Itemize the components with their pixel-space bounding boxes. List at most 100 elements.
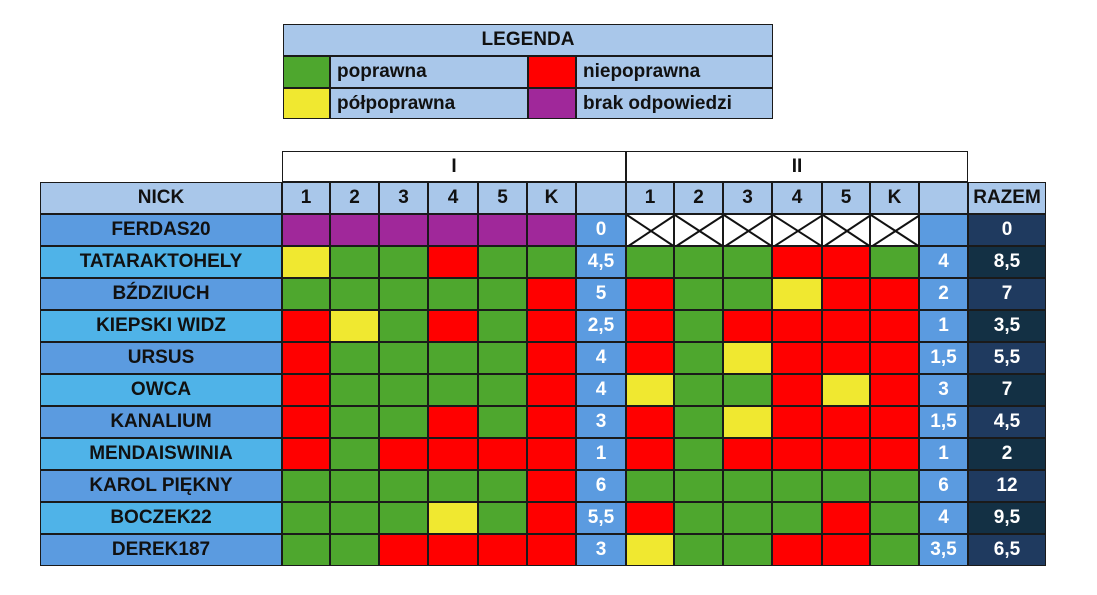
answer-cell-R (626, 310, 674, 342)
answer-cell-G (330, 374, 379, 406)
answer-cell-P (330, 214, 379, 246)
round-score (919, 214, 968, 246)
answer-cell-P (282, 214, 330, 246)
nick-header: NICK (40, 182, 282, 214)
round-score: 2,5 (576, 310, 626, 342)
answer-cell-G (723, 374, 772, 406)
total-score: 7 (968, 374, 1046, 406)
round-score: 3 (576, 534, 626, 566)
round-score: 4 (576, 374, 626, 406)
legend-title: LEGENDA (283, 24, 773, 56)
answer-cell-Y (723, 342, 772, 374)
player-nick: OWCA (40, 374, 282, 406)
answer-cell-G (674, 534, 723, 566)
player-nick: MENDAISWINIA (40, 438, 282, 470)
answer-cell-R (772, 310, 822, 342)
column-header: 3 (723, 182, 772, 214)
answer-cell-G (379, 278, 428, 310)
column-header: 5 (822, 182, 870, 214)
player-nick: BŹDZIUCH (40, 278, 282, 310)
answer-cell-R (527, 406, 576, 438)
answer-cell-R (282, 374, 330, 406)
answer-cell-R (870, 438, 919, 470)
round-score: 5 (576, 278, 626, 310)
answer-cell-G (723, 278, 772, 310)
round-2-title: II (626, 151, 968, 182)
total-score: 4,5 (968, 406, 1046, 438)
answer-cell-R (379, 438, 428, 470)
answer-cell-G (478, 310, 527, 342)
round-score: 0 (576, 214, 626, 246)
round-score: 3 (576, 406, 626, 438)
answer-cell-Y (330, 310, 379, 342)
answer-cell-R (822, 502, 870, 534)
answer-cell-G (379, 470, 428, 502)
round-score: 1,5 (919, 406, 968, 438)
answer-cell-R (527, 310, 576, 342)
answer-cell-R (527, 278, 576, 310)
answer-cell-R (772, 374, 822, 406)
answer-cell-Y (428, 502, 478, 534)
answer-cell-G (428, 278, 478, 310)
answer-cell-R (772, 342, 822, 374)
answer-cell-G (674, 438, 723, 470)
answer-cell-Y (626, 374, 674, 406)
player-nick: DEREK187 (40, 534, 282, 566)
total-score: 2 (968, 438, 1046, 470)
legend-label: półpoprawna (330, 88, 528, 119)
answer-cell-G (723, 470, 772, 502)
cross-icon (724, 215, 773, 247)
round-score: 1 (576, 438, 626, 470)
column-header: 4 (772, 182, 822, 214)
answer-cell-R (822, 342, 870, 374)
column-header: 5 (478, 182, 527, 214)
answer-cell-G (379, 342, 428, 374)
answer-cell-G (478, 470, 527, 502)
no-answer-cross-cell (723, 214, 773, 247)
answer-cell-R (870, 374, 919, 406)
answer-cell-G (330, 502, 379, 534)
no-answer-cross-cell (626, 214, 675, 247)
answer-cell-G (330, 246, 379, 278)
player-nick: TATARAKTOHELY (40, 246, 282, 278)
answer-cell-G (674, 278, 723, 310)
total-score: 9,5 (968, 502, 1046, 534)
answer-cell-R (428, 438, 478, 470)
answer-cell-R (428, 246, 478, 278)
round-score-header (576, 182, 626, 214)
answer-cell-G (870, 470, 919, 502)
answer-cell-R (772, 534, 822, 566)
answer-cell-G (478, 502, 527, 534)
answer-cell-G (478, 374, 527, 406)
answer-cell-G (870, 246, 919, 278)
answer-cell-G (282, 502, 330, 534)
player-nick: BOCZEK22 (40, 502, 282, 534)
answer-cell-G (330, 342, 379, 374)
total-score: 3,5 (968, 310, 1046, 342)
answer-cell-G (870, 534, 919, 566)
answer-cell-R (822, 534, 870, 566)
total-score: 12 (968, 470, 1046, 502)
legend-label: niepoprawna (576, 56, 773, 88)
round-score: 1 (919, 310, 968, 342)
answer-cell-R (527, 342, 576, 374)
answer-cell-G (330, 406, 379, 438)
round-score: 4 (919, 246, 968, 278)
legend-swatch-G (283, 56, 330, 88)
round-score: 4 (919, 502, 968, 534)
column-header: 4 (428, 182, 478, 214)
answer-cell-G (527, 246, 576, 278)
answer-cell-G (822, 470, 870, 502)
answer-cell-R (428, 310, 478, 342)
column-header: K (870, 182, 919, 214)
column-header: 3 (379, 182, 428, 214)
answer-cell-G (282, 534, 330, 566)
total-score: 7 (968, 278, 1046, 310)
legend-label: poprawna (330, 56, 528, 88)
answer-cell-R (870, 310, 919, 342)
answer-cell-G (674, 310, 723, 342)
player-nick: KAROL PIĘKNY (40, 470, 282, 502)
round-score: 3,5 (919, 534, 968, 566)
answer-cell-G (772, 470, 822, 502)
answer-cell-R (822, 310, 870, 342)
